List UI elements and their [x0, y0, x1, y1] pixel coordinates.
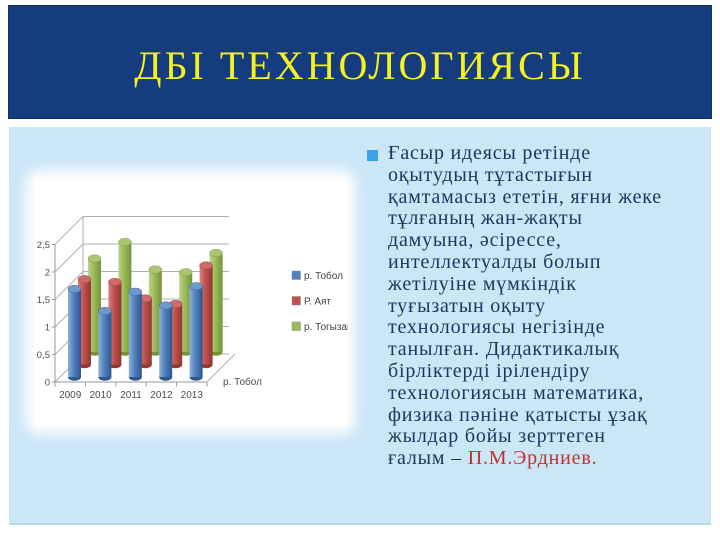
legend-label: р. Тобол	[304, 270, 343, 282]
text-line: технологиясын математика,	[388, 381, 645, 404]
legend-label: р. Тогызак	[304, 322, 348, 333]
text-line: жылдар бойы зерттеген	[388, 425, 606, 448]
chart-gridline	[54, 216, 229, 245]
x-axis-label: 2010	[89, 390, 112, 401]
x-axis-label: 2013	[181, 390, 204, 401]
y-axis-label: 2	[45, 268, 50, 279]
text-line: интеллектуалды болып	[388, 250, 602, 273]
chart-bar-р. Тогызак-2013	[209, 248, 223, 356]
legend-swatch	[291, 296, 301, 306]
chart-bar-р. Тобол-2013	[189, 282, 203, 381]
chart-floor-edge	[206, 353, 236, 383]
slide-title: ДБІ ТЕХНОЛОГИЯСЫ	[134, 42, 586, 88]
x-axis-label: 2012	[150, 390, 173, 401]
highlight-author-name: П.М.Эрдниев.	[467, 447, 598, 470]
chart-panel[interactable]: 2009 2010 2011 2012 2013 0 0,5 1 1,5 2 2,5 р. Тобол…	[33, 177, 348, 427]
text-line: бірліктерді ірілендіру	[388, 359, 591, 382]
x-axis-label: 2011	[120, 390, 142, 401]
chart-bar-р. Тогызак-2010	[118, 238, 132, 356]
y-axis-label: 2,5	[37, 240, 50, 251]
chart-bar-Р. Аят-2011	[138, 294, 153, 369]
chart-bar-р. Тогызак-2011	[148, 265, 163, 356]
text-line: дамуына, әсірессе,	[388, 229, 562, 252]
text-line: Ғасыр идеясы ретінде	[388, 142, 591, 164]
text-line: танылған. Дидактикалық	[388, 338, 620, 361]
y-axis-label: 1	[45, 323, 50, 334]
chart-bar-р. Тобол-2011	[128, 287, 143, 381]
x-axis-label: 2009	[59, 390, 82, 401]
chart-bar-р. Тобол-2010	[98, 306, 112, 381]
text-line: туғызатын оқыту	[388, 294, 546, 317]
paragraph-lines: Ғасыр идеясы ретінде оқытудың тұтастығын қ…	[388, 142, 700, 470]
chart-bar-Р. Аят-2013	[199, 261, 213, 369]
text-line: физика пәніне қатысты ұзақ	[388, 403, 648, 426]
chart-bar-р. Тогызак-2009	[87, 254, 102, 356]
legend-label: Р. Аят	[304, 297, 331, 308]
text-line: ғалым – П.М.Эрдниев.	[388, 447, 598, 470]
legend-item[interactable]: р. Тобол	[291, 270, 343, 282]
text-line: қамтамасыз ететін, яғни жеке	[388, 185, 662, 208]
bullet-square-icon	[367, 150, 378, 161]
bullet-paragraph: Ғасыр идеясы ретінде оқытудың тұтастығын қ…	[364, 142, 700, 470]
title-bar: ДБІ ТЕХНОЛОГИЯСЫ	[8, 5, 712, 119]
chart-bar-Р. Аят-2009	[77, 275, 92, 369]
text-line: оқытудың тұтастығын	[388, 163, 593, 186]
chart-bar-р. Тобол-2012	[158, 301, 173, 381]
y-axis-label: 0	[45, 378, 50, 389]
text-line: жетілуіне мүмкіндік	[388, 272, 577, 295]
text-line: тұлғаның жан-жақты	[388, 207, 583, 230]
y-axis-label: 0,5	[37, 350, 50, 361]
legend-item[interactable]: Р. Аят	[291, 296, 331, 308]
legend-item[interactable]: р. Тогызак	[291, 321, 348, 333]
content-panel: 2009 2010 2011 2012 2013 0 0,5 1 1,5 2 2,5 р. Тобол…	[9, 127, 711, 525]
depth-axis-label: р. Тобол	[223, 376, 262, 388]
y-axis-label: 1,5	[37, 295, 50, 306]
chart-bar-Р. Аят-2010	[108, 277, 122, 369]
legend-swatch	[291, 270, 301, 280]
bar-chart-3d: 2009 2010 2011 2012 2013 0 0,5 1 1,5 2 2,5 р. Тобол…	[37, 216, 348, 401]
legend-swatch	[291, 321, 301, 331]
chart-bar-р. Тогызак-2012	[178, 268, 193, 356]
text-line: технологиясы негізінде	[388, 316, 606, 339]
chart-bar-р. Тобол-2009	[67, 284, 82, 381]
